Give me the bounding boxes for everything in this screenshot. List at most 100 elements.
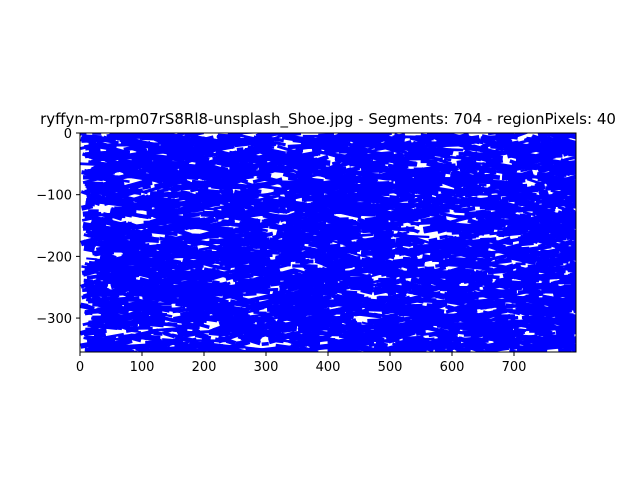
segment <box>517 346 531 351</box>
segment <box>461 319 482 325</box>
segment <box>117 188 143 194</box>
segment <box>575 163 576 166</box>
segment <box>238 284 265 290</box>
segment <box>171 306 186 310</box>
segment <box>124 205 152 211</box>
segment <box>333 133 357 141</box>
segment <box>435 133 452 141</box>
segment <box>490 163 518 177</box>
segment <box>186 322 200 330</box>
segment <box>354 221 385 230</box>
segment <box>297 322 327 334</box>
segment <box>361 248 389 257</box>
segment <box>452 323 473 331</box>
segment <box>408 296 430 305</box>
segment <box>573 336 576 343</box>
segment <box>537 237 567 248</box>
segment <box>202 232 224 240</box>
segment <box>527 258 555 263</box>
segment <box>214 264 231 272</box>
x-tick-label: 700 <box>502 360 527 375</box>
segment <box>279 209 304 223</box>
segment <box>359 324 384 330</box>
segment <box>84 347 97 352</box>
segment <box>367 217 389 227</box>
segment <box>570 225 576 229</box>
segment <box>91 154 118 163</box>
segment <box>513 282 537 290</box>
segment <box>312 307 324 314</box>
segment <box>541 157 569 167</box>
segment <box>534 260 561 271</box>
segment <box>574 157 576 161</box>
segment <box>122 242 150 251</box>
segment <box>190 135 215 146</box>
segment <box>93 324 118 330</box>
segment <box>355 296 369 303</box>
segment <box>391 202 415 209</box>
segment <box>156 183 173 191</box>
segment <box>570 242 576 249</box>
segment <box>325 217 349 223</box>
segment <box>162 148 191 160</box>
segment <box>341 290 365 300</box>
segment <box>99 254 120 264</box>
segment <box>274 253 295 263</box>
segment <box>485 268 495 273</box>
x-tick-label: 500 <box>378 360 403 375</box>
segment <box>127 211 149 220</box>
segment <box>420 150 451 158</box>
segment <box>322 304 352 318</box>
segment <box>455 346 470 352</box>
segment <box>510 153 533 163</box>
segment <box>135 299 159 304</box>
segment <box>456 182 482 188</box>
segment <box>220 188 233 194</box>
segment <box>182 257 194 265</box>
segment <box>306 223 327 232</box>
segment <box>261 219 280 224</box>
x-tick-label: 100 <box>130 360 155 375</box>
chart-title: ryffyn-m-rpm07rS8Rl8-unsplash_Shoe.jpg -… <box>40 110 616 129</box>
segment <box>186 305 198 311</box>
segment <box>268 330 298 339</box>
segment <box>249 155 267 160</box>
segment <box>401 237 412 245</box>
segment <box>427 212 446 220</box>
segment <box>393 234 418 240</box>
segment <box>563 133 576 140</box>
segment <box>393 133 406 142</box>
segment <box>574 283 576 288</box>
segment <box>376 137 390 144</box>
segment <box>342 309 370 317</box>
segment <box>245 135 273 145</box>
segment <box>175 199 194 208</box>
segment <box>546 341 558 347</box>
segment <box>410 276 431 288</box>
segment <box>248 145 275 156</box>
segment <box>481 289 512 294</box>
segment <box>93 332 107 339</box>
segment <box>289 276 301 285</box>
segment <box>301 197 310 202</box>
segment <box>255 202 266 208</box>
x-tick-label: 200 <box>192 360 217 375</box>
segment <box>541 266 553 272</box>
segment <box>463 337 489 345</box>
segment <box>267 190 293 197</box>
segment <box>571 344 576 352</box>
segment <box>173 203 194 212</box>
segment <box>376 264 396 271</box>
segment <box>361 202 391 211</box>
segment <box>394 336 422 346</box>
segment <box>367 337 375 344</box>
segment <box>191 250 219 262</box>
segment <box>514 295 532 303</box>
segment <box>155 265 168 272</box>
segment <box>100 311 119 323</box>
segment <box>471 346 496 351</box>
segment <box>111 158 125 167</box>
segment <box>232 315 244 320</box>
segment <box>405 337 429 350</box>
segment <box>567 234 576 241</box>
